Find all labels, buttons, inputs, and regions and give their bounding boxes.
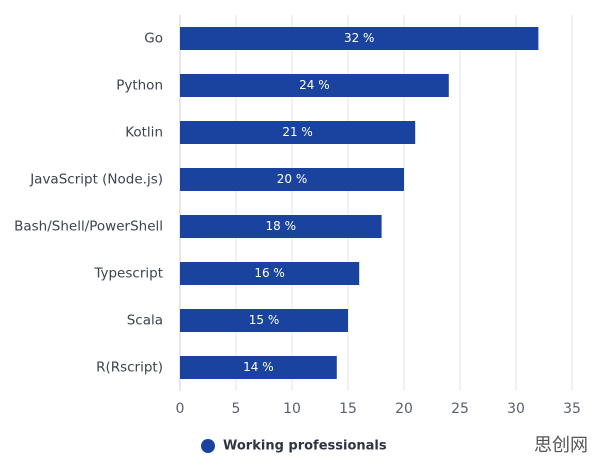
x-tick-label: 0 [176,401,185,417]
bar [180,27,539,50]
bar [180,121,416,144]
y-tick-label: Kotlin [125,125,163,141]
legend-marker [201,439,215,453]
x-tick-label: 35 [563,401,581,417]
y-tick-label: Scala [127,313,163,329]
bar [180,74,449,97]
x-tick-label: 30 [507,401,525,417]
x-tick-label: 10 [283,401,301,417]
value-label: 32 % [344,31,375,45]
value-label: 16 % [254,266,285,280]
y-tick-label: Bash/Shell/PowerShell [14,219,163,235]
y-tick-label: JavaScript (Node.js) [29,172,163,188]
x-tick-label: 25 [451,401,469,417]
y-tick-label: Python [116,78,163,94]
value-label: 24 % [299,78,330,92]
y-tick-label: Typescript [93,266,163,282]
x-tick-label: 20 [395,401,413,417]
value-label: 15 % [249,313,280,327]
x-tick-label: 15 [339,401,357,417]
value-label: 14 % [243,360,274,374]
bar [180,215,382,238]
bar [180,356,337,379]
bar [180,309,348,332]
y-tick-label: Go [144,31,163,47]
value-label: 18 % [266,219,297,233]
value-label: 21 % [282,125,313,139]
bar [180,168,404,191]
y-tick-label: R(Rscript) [96,360,163,376]
value-label: 20 % [277,172,308,186]
bar [180,262,360,285]
watermark: 思创网 [534,435,588,456]
x-tick-label: 5 [232,401,241,417]
legend-label: Working professionals [223,439,387,454]
